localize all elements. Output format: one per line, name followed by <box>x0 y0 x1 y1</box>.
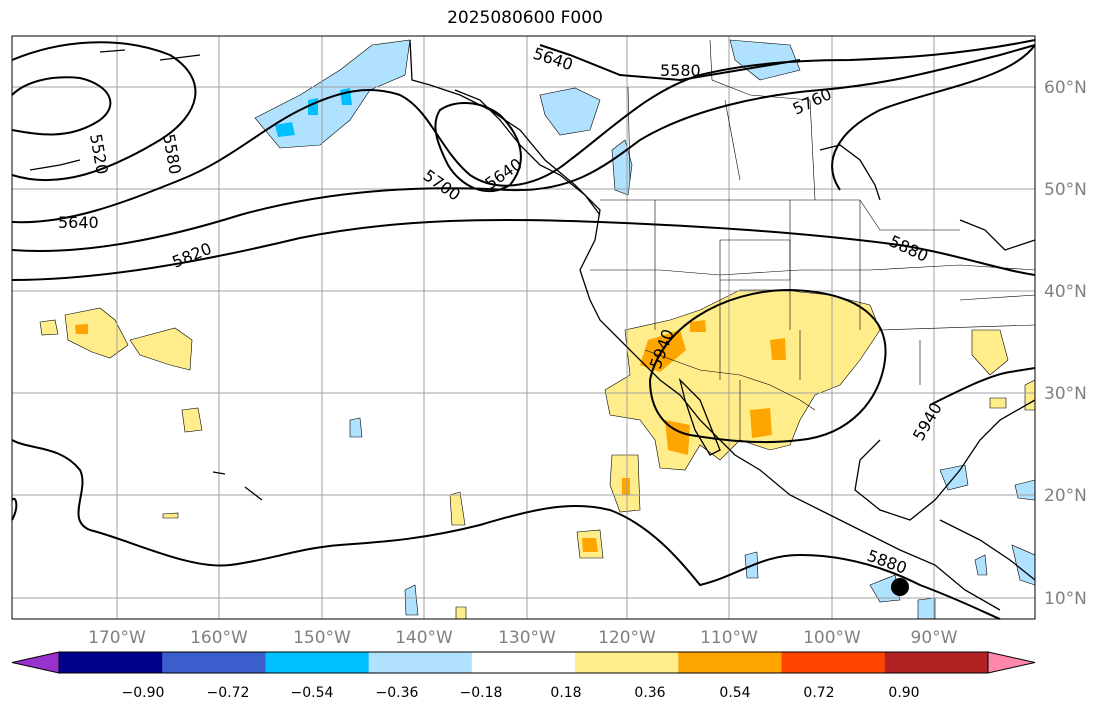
colorbar-bin <box>678 652 783 673</box>
lon-label-100w: 100°W <box>803 628 861 648</box>
colorbar-extend-min <box>11 651 60 674</box>
plot-frame <box>11 35 1036 620</box>
colorbar <box>11 651 1036 674</box>
colorbar-frame <box>58 651 989 674</box>
lat-label-20n: 20°N <box>1044 486 1087 506</box>
lon-label-160w: 160°W <box>190 628 248 648</box>
colorbar-bin <box>575 652 679 673</box>
plot-area <box>12 36 1035 619</box>
graticule <box>12 36 1035 619</box>
lon-label-130w: 130°W <box>498 628 556 648</box>
colorbar-extend-max <box>987 651 1036 674</box>
colorbar-ticks: −0.90 −0.72 −0.54 −0.36 −0.18 0.18 0.36 … <box>122 685 920 701</box>
contour-label-5640-left: 5640 <box>58 213 99 232</box>
longitude-labels: 170°W 160°W 150°W 140°W 130°W 120°W 110°… <box>88 628 958 648</box>
lat-label-40n: 40°N <box>1044 282 1087 302</box>
colorbar-bin <box>368 652 473 673</box>
lat-label-60n: 60°N <box>1044 78 1087 98</box>
negative-anomaly-shading <box>254 39 1036 620</box>
lon-label-140w: 140°W <box>395 628 453 648</box>
colorbar-tick-6: 0.18 <box>550 685 581 701</box>
colorbar-tick-9: 0.72 <box>803 685 834 701</box>
contour-label-5580-top: 5580 <box>660 61 701 80</box>
colorbar-tick-10: 0.90 <box>888 685 919 701</box>
colorbar-bin <box>162 652 266 673</box>
colorbar-bin <box>265 652 370 673</box>
colorbar-bin <box>471 652 576 673</box>
colorbar-tick-1: −0.90 <box>122 685 165 701</box>
lon-label-90w: 90°W <box>911 628 958 648</box>
latitude-labels: 60°N 50°N 40°N 30°N 20°N 10°N <box>1044 78 1087 609</box>
height-contours <box>11 39 1036 620</box>
lon-label-120w: 120°W <box>598 628 656 648</box>
lon-label-150w: 150°W <box>293 628 351 648</box>
colorbar-tick-3: −0.54 <box>291 685 334 701</box>
lon-label-110w: 110°W <box>700 628 758 648</box>
colorbar-tick-8: 0.54 <box>719 685 750 701</box>
political-borders <box>590 39 1036 440</box>
colorbar-tick-4: −0.36 <box>376 685 419 701</box>
colorbar-bin <box>59 652 163 673</box>
storm-center-dot <box>891 578 909 596</box>
colorbar-bin <box>884 652 989 673</box>
lat-label-10n: 10°N <box>1044 589 1087 609</box>
map-title: 2025080600 F000 <box>447 8 603 28</box>
lon-label-170w: 170°W <box>88 628 146 648</box>
colorbar-bin <box>781 652 886 673</box>
colorbar-tick-7: 0.36 <box>634 685 665 701</box>
lat-label-50n: 50°N <box>1044 180 1087 200</box>
lat-label-30n: 30°N <box>1044 384 1087 404</box>
strong-positive-shading <box>75 320 786 552</box>
colorbar-tick-2: −0.72 <box>207 685 250 701</box>
colorbar-tick-5: −0.18 <box>460 685 503 701</box>
